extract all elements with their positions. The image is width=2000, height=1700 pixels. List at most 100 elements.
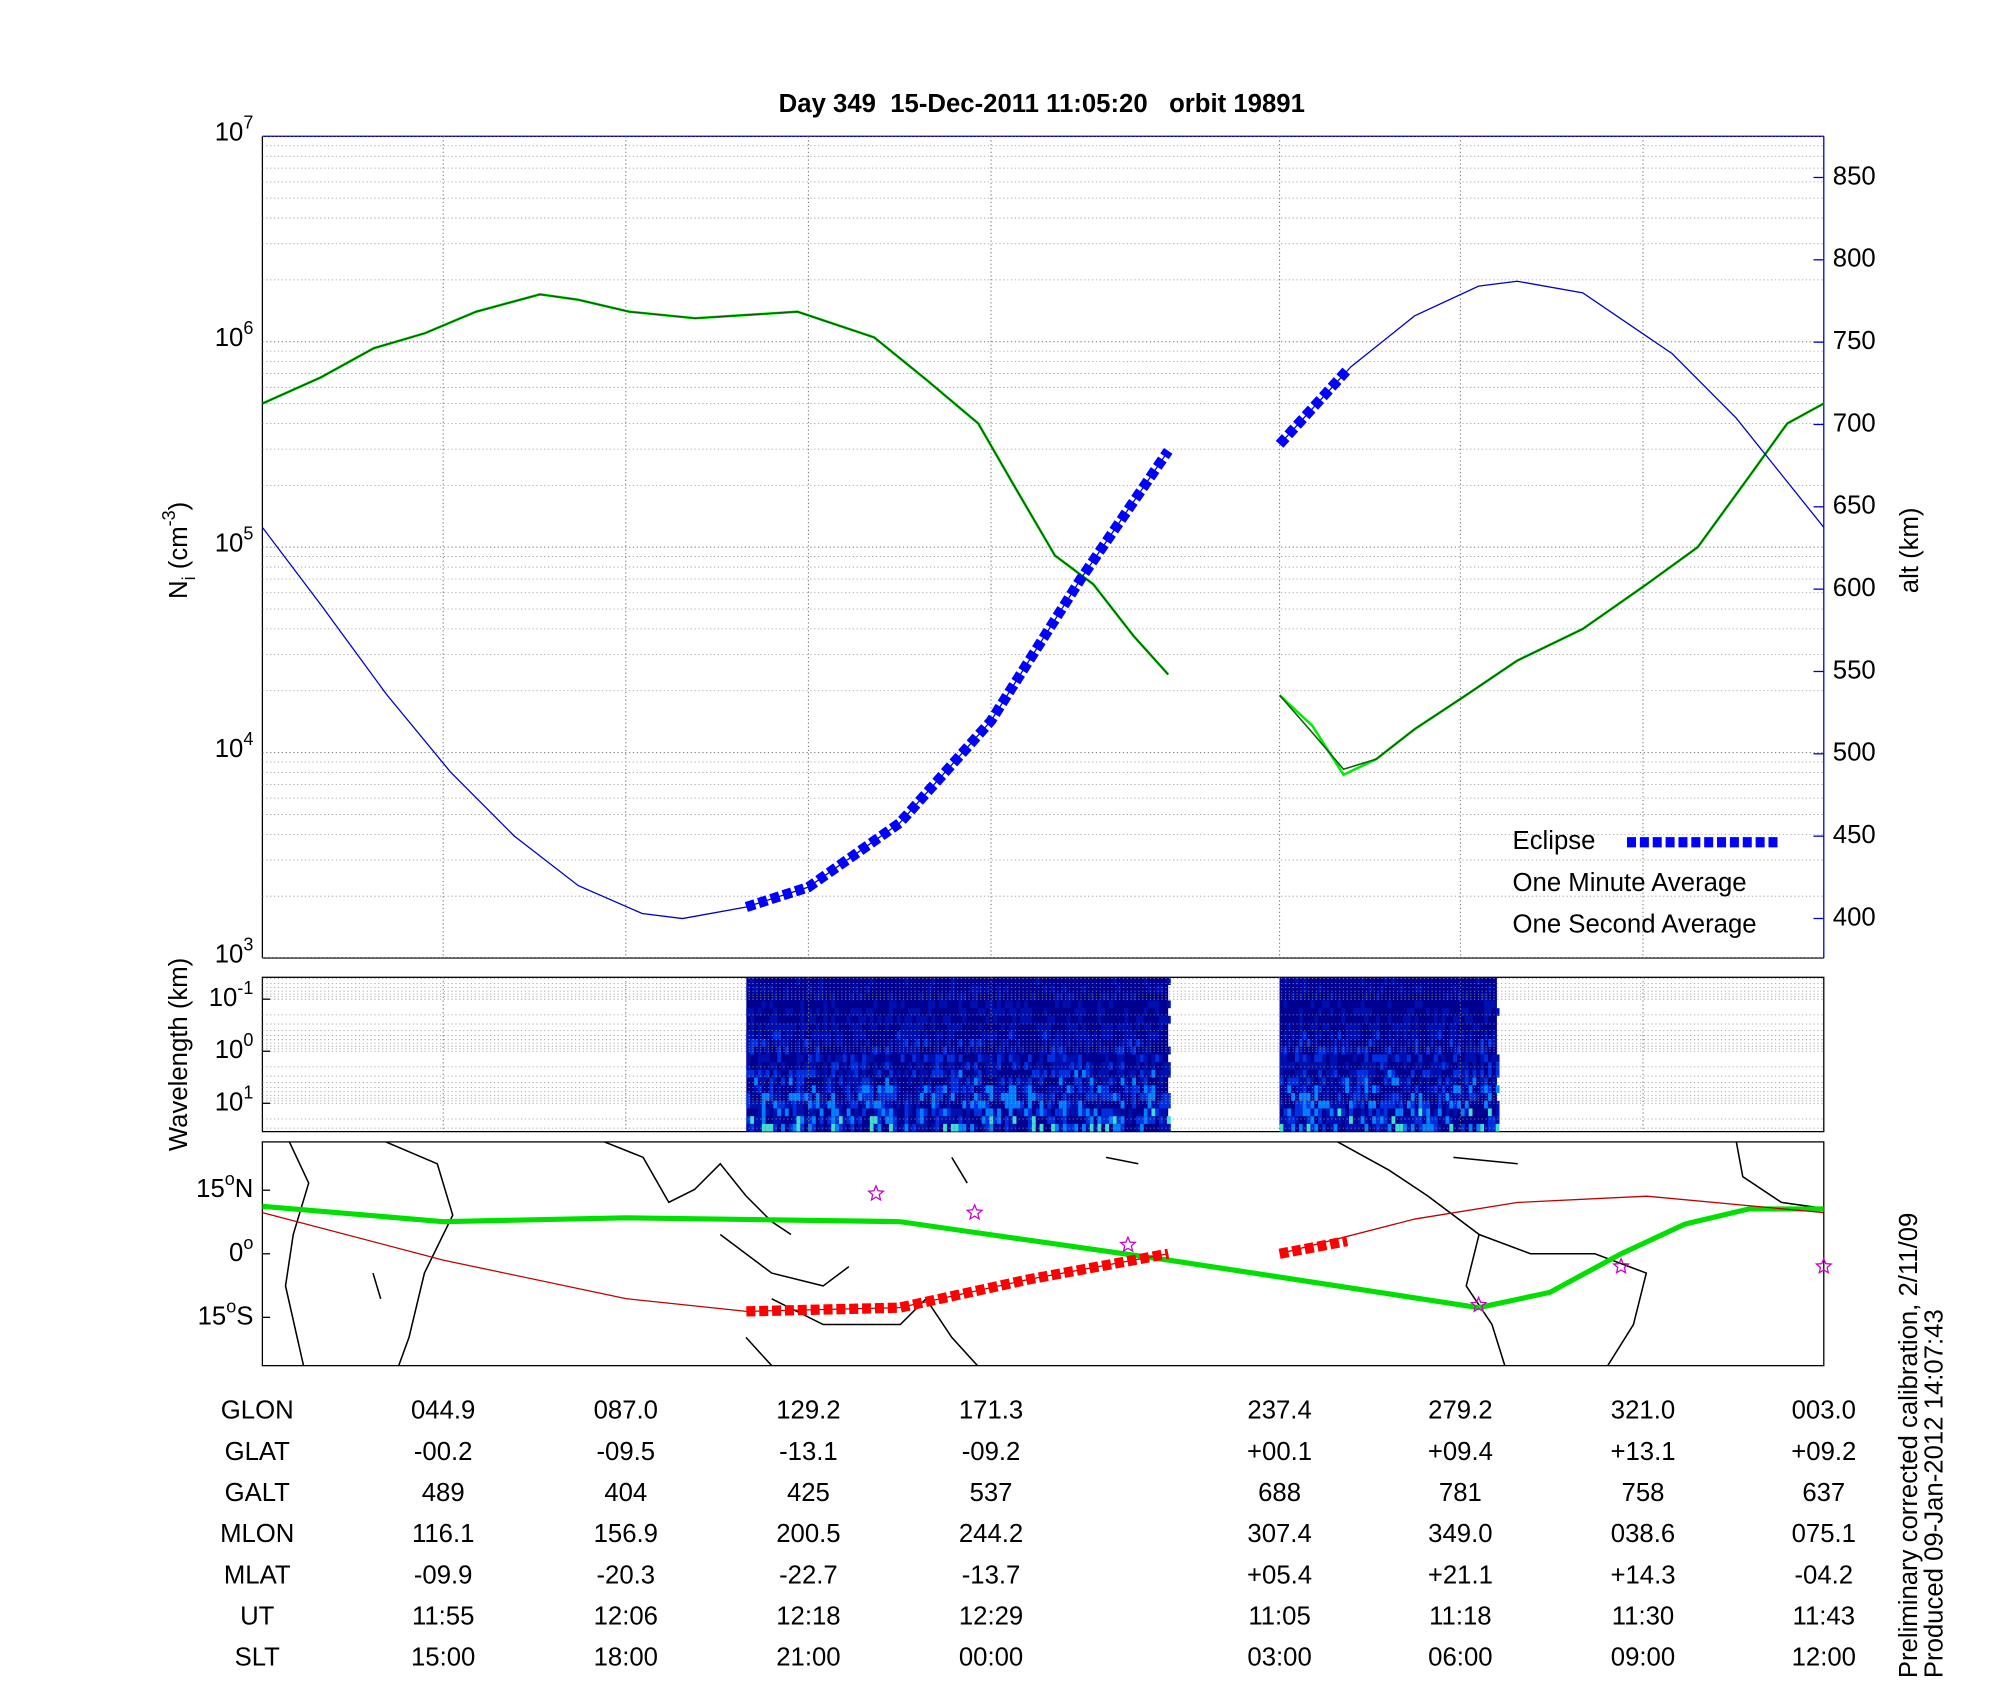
- spectrogram-cell: [977, 1008, 982, 1016]
- spectrogram-cell: [1120, 1069, 1125, 1078]
- spectrogram-cell: [761, 1077, 766, 1086]
- spectrogram-cell: [1000, 1023, 1005, 1032]
- spectrogram-cell: [1055, 1054, 1059, 1063]
- spectrogram-cell: [1414, 1000, 1419, 1009]
- spectrogram-cell: [1027, 1054, 1032, 1063]
- cell: 00:00: [959, 1644, 1023, 1672]
- label-part: S: [236, 1302, 253, 1330]
- spectrogram-cell: [757, 1108, 762, 1117]
- spectrogram-cell: [1472, 1054, 1477, 1063]
- footnote: Preliminary corrected calibration, 2/11/…: [1895, 1213, 1923, 1679]
- spectrogram-cell: [1387, 1000, 1392, 1009]
- spectrogram-cell: [892, 1000, 897, 1009]
- spectrogram-cell: [904, 1023, 909, 1032]
- spectrogram-cell: [1387, 1077, 1392, 1086]
- spectrogram-cell: [931, 1093, 936, 1101]
- spectrogram-cell: [931, 1123, 936, 1132]
- spectrogram-cell: [1391, 1054, 1396, 1063]
- spectrogram-cell: [931, 1000, 936, 1009]
- spectrogram-cell: [1062, 1000, 1067, 1009]
- cell: 156.9: [594, 1520, 658, 1548]
- spectrogram-cell: [1136, 1023, 1140, 1032]
- cell: 11:18: [1429, 1602, 1491, 1630]
- spectrogram-cell: [1410, 1116, 1415, 1124]
- star-marker: [1612, 1257, 1631, 1275]
- spectrogram-cell: [985, 1069, 990, 1078]
- star-marker: [1119, 1235, 1137, 1253]
- spectrogram-cell: [1414, 1085, 1419, 1094]
- y-tick-label: 104: [215, 729, 254, 763]
- spectrogram-cell: [1078, 1093, 1083, 1101]
- spectrogram-cell: [1139, 1116, 1144, 1124]
- spectrogram-cell: [1020, 1077, 1025, 1086]
- spectrogram-cell: [788, 1093, 793, 1101]
- spectrogram-cell: [916, 1054, 920, 1063]
- spectrogram-cell: [1406, 1015, 1411, 1024]
- spectrogram-cell: [1391, 977, 1396, 986]
- spectrogram-cell: [1418, 1100, 1423, 1109]
- spectrogram-cell: [858, 1015, 863, 1024]
- spectrogram-cell: [1356, 1085, 1361, 1094]
- spectrogram-cell: [885, 1062, 890, 1070]
- spectrogram-cell: [1360, 1062, 1365, 1070]
- spectrogram-cell: [970, 1100, 974, 1109]
- spectrogram-cell: [1318, 1100, 1323, 1109]
- spectrogram-cell: [784, 1108, 789, 1117]
- spectrogram-cell: [1116, 1123, 1121, 1132]
- spectrogram-cell: [973, 1108, 978, 1117]
- spectrogram-cell: [823, 1100, 828, 1109]
- spectrogram-cell: [1345, 1116, 1350, 1124]
- spectrogram-cell: [1136, 1123, 1140, 1132]
- spectrogram-cell: [904, 1039, 909, 1047]
- spectrogram-cell: [754, 1116, 758, 1124]
- label-part: i: [179, 576, 199, 580]
- cell: 349.0: [1428, 1520, 1492, 1548]
- spectrogram-cell: [1043, 1008, 1048, 1016]
- spectrogram-cell: [889, 1008, 893, 1016]
- spectrogram-cell: [1372, 1023, 1377, 1032]
- spectrogram-cell: [1383, 1046, 1388, 1055]
- spectrogram-cell: [1453, 1077, 1458, 1086]
- spectrogram-cell: [939, 1116, 944, 1124]
- spectrogram-cell: [1101, 1069, 1106, 1078]
- spectrogram-cell: [1418, 1054, 1423, 1063]
- spectrogram-cell: [889, 1085, 893, 1094]
- spectrogram-cell: [1020, 1046, 1025, 1055]
- spectrogram-cell: [946, 1100, 951, 1109]
- spectrogram-cell: [935, 1031, 940, 1040]
- spectrogram-cell: [842, 1085, 847, 1094]
- spectrogram-cell: [889, 1046, 893, 1055]
- spectrogram-cell: [977, 1108, 982, 1117]
- spectrogram-cell: [1329, 1008, 1334, 1016]
- spectrogram-cell: [1116, 1023, 1121, 1032]
- spectrogram-cell: [1058, 1123, 1063, 1132]
- spectrogram-cell: [773, 1069, 778, 1078]
- spectrogram-cell: [846, 1077, 851, 1086]
- spectrogram-cell: [1441, 1062, 1446, 1070]
- spectrogram-cell: [904, 1031, 909, 1040]
- spectrogram-cell: [1460, 1069, 1465, 1078]
- spectrogram-cell: [908, 1077, 913, 1086]
- label-part: 10: [215, 529, 244, 557]
- spectrogram-cell: [1039, 1108, 1044, 1117]
- spectrogram-cell: [993, 1069, 998, 1078]
- spectrogram-cell: [1449, 1116, 1454, 1124]
- spectrogram-cell: [1159, 1093, 1164, 1101]
- spectrogram-cell: [1085, 1077, 1090, 1086]
- spectrogram-cell: [746, 1031, 751, 1040]
- spectrogram-cell: [950, 1069, 955, 1078]
- spectrogram-cell: [1295, 1108, 1299, 1117]
- spectrogram-cell: [1066, 1100, 1071, 1109]
- spectrogram-cell: [900, 1023, 905, 1032]
- spectrogram-cell: [1000, 1046, 1005, 1055]
- spectrogram-cell: [1322, 1054, 1326, 1063]
- spectrogram-cell: [889, 1069, 893, 1078]
- spectrogram-cell: [927, 1000, 932, 1009]
- spectrogram-cell: [919, 1077, 924, 1086]
- spectrogram-cell: [1453, 1031, 1458, 1040]
- spectrogram-cell: [1024, 1077, 1028, 1086]
- spectrogram-cell: [931, 1015, 936, 1024]
- spectrogram-cell: [1047, 1054, 1052, 1063]
- y2-tick-label: 450: [1833, 821, 1876, 849]
- spectrogram-cell: [908, 1100, 913, 1109]
